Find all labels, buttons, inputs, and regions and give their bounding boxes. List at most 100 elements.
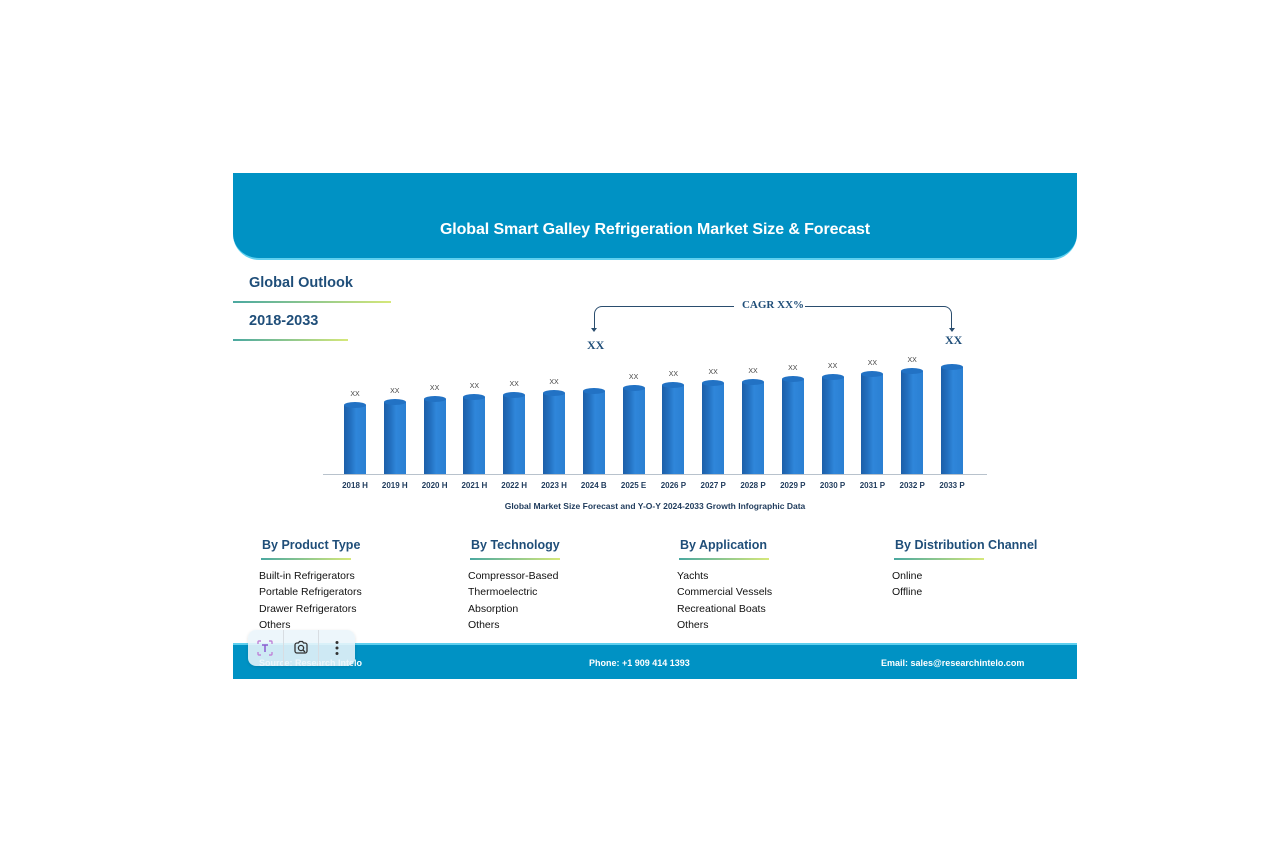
segment-item: Online bbox=[892, 569, 923, 582]
bar-body bbox=[861, 374, 884, 474]
bar: XX bbox=[781, 365, 804, 474]
divider bbox=[470, 558, 560, 560]
segment-technology: By Technology Compressor-Based Thermoele… bbox=[468, 538, 560, 634]
segment-item: Thermoelectric bbox=[468, 586, 538, 598]
bar-body bbox=[702, 383, 725, 474]
divider bbox=[261, 558, 351, 560]
header-banner: Global Smart Galley Refrigeration Market… bbox=[233, 173, 1077, 260]
bar-chart: XX 2018 H XX 2019 H XX 2020 H XX 2021 H XX 2022 H… bbox=[323, 353, 987, 493]
bar-value-label: XX bbox=[549, 379, 559, 386]
arrow-down-icon bbox=[949, 328, 955, 332]
bar: XX bbox=[821, 363, 844, 474]
x-axis-tick-label: 2033 P bbox=[939, 481, 965, 490]
bar-cap bbox=[463, 394, 486, 400]
bar: XX bbox=[463, 383, 486, 474]
page-title: Global Smart Galley Refrigeration Market… bbox=[439, 221, 871, 238]
footer-phone: Phone: +1 909 414 1393 bbox=[589, 658, 690, 668]
segment-product-type: By Product Type Built-in Refrigerators P… bbox=[259, 538, 362, 634]
segment-item: Others bbox=[468, 619, 500, 631]
bar-body bbox=[543, 393, 565, 474]
bar: XX bbox=[861, 360, 884, 474]
divider bbox=[233, 301, 391, 303]
x-axis-tick-label: 2029 P bbox=[780, 481, 806, 490]
bar-cap bbox=[503, 392, 526, 398]
x-axis bbox=[323, 474, 987, 475]
arrow-down-icon bbox=[591, 328, 597, 332]
bar-value-label: XX bbox=[748, 368, 758, 375]
bar-value-label: XX bbox=[390, 388, 400, 395]
segment-title: By Product Type bbox=[262, 538, 361, 552]
segment-distribution-channel: By Distribution Channel Online Offline bbox=[892, 538, 1037, 601]
segment-item: Recreational Boats bbox=[677, 602, 766, 615]
bar-value-label: XX bbox=[350, 391, 360, 398]
x-axis-tick-label: 2020 H bbox=[421, 481, 448, 490]
bar-body bbox=[423, 399, 446, 474]
x-axis-tick-label: 2019 H bbox=[381, 481, 408, 490]
bar-cap bbox=[901, 368, 924, 374]
x-axis-tick-label: 2018 H bbox=[342, 481, 368, 490]
segment-item: Commercial Vessels bbox=[677, 586, 773, 598]
bar-value-label: XX bbox=[708, 369, 718, 376]
bar-cap bbox=[423, 396, 446, 402]
x-axis-tick-label: 2026 P bbox=[660, 481, 687, 490]
segment-item: Yachts bbox=[677, 569, 709, 582]
bar-value-label: XX bbox=[827, 363, 838, 370]
more-vertical-icon bbox=[335, 641, 339, 655]
bar: XX bbox=[901, 357, 924, 474]
bar bbox=[582, 388, 605, 474]
segment-title: By Distribution Channel bbox=[895, 538, 1038, 552]
divider bbox=[233, 339, 348, 341]
bar-body bbox=[781, 379, 804, 474]
bar-cap bbox=[662, 382, 685, 388]
x-axis-tick-label: 2023 H bbox=[541, 481, 567, 490]
bar-cap bbox=[383, 399, 406, 405]
footer-email[interactable]: Email: sales@researchintelo.com bbox=[881, 658, 1025, 668]
segment-item: Built-in Refrigerators bbox=[259, 569, 355, 582]
bar-cap bbox=[344, 402, 366, 408]
bar-cap bbox=[543, 390, 565, 396]
bar-value-label: XX bbox=[469, 383, 480, 390]
more-options-button[interactable] bbox=[319, 630, 355, 666]
bar: XX bbox=[543, 379, 565, 474]
bar-cap bbox=[861, 371, 884, 377]
bar-value-label: XX bbox=[907, 357, 917, 364]
cagr-label: CAGR XX% bbox=[741, 299, 805, 311]
cagr-bracket-right bbox=[805, 306, 952, 330]
text-select-button[interactable] bbox=[248, 630, 284, 666]
bar-cap bbox=[742, 379, 764, 385]
floating-toolbar bbox=[248, 630, 355, 666]
infographic-card: Global Smart Galley Refrigeration Market… bbox=[233, 173, 1077, 679]
x-axis-tick-label: 2030 P bbox=[819, 481, 846, 490]
x-axis-tick-label: 2025 E bbox=[620, 481, 647, 490]
bar-body bbox=[383, 402, 406, 474]
bar-cap bbox=[622, 385, 645, 391]
x-axis-tick-label: 2021 H bbox=[461, 481, 488, 490]
bar: XX bbox=[662, 371, 685, 474]
segment-application: By Application Yachts Commercial Vessels… bbox=[677, 538, 772, 634]
segment-item: Others bbox=[259, 619, 291, 631]
segment-item: Portable Refrigerators bbox=[259, 586, 362, 598]
bar: XX bbox=[383, 388, 406, 474]
bar: XX bbox=[702, 369, 725, 474]
segment-item: Drawer Refrigerators bbox=[259, 602, 357, 615]
bar-cap bbox=[781, 376, 804, 382]
divider bbox=[894, 558, 984, 560]
bar-body bbox=[941, 367, 963, 474]
bar-cap bbox=[582, 388, 605, 394]
bar-value-label: XX bbox=[788, 365, 798, 372]
lens-search-button[interactable] bbox=[284, 630, 320, 666]
cagr-end-value: XX bbox=[945, 333, 963, 347]
outlook-label: Global Outlook bbox=[249, 275, 353, 291]
segment-title: By Application bbox=[680, 538, 768, 552]
text-select-icon bbox=[257, 640, 274, 656]
bar-body bbox=[463, 397, 486, 474]
x-axis-tick-label: 2024 B bbox=[580, 481, 607, 490]
bar-cap bbox=[941, 364, 963, 370]
bar: XX bbox=[503, 381, 526, 474]
segment-title: By Technology bbox=[471, 538, 560, 552]
bar-cap bbox=[821, 374, 844, 380]
bar: XX bbox=[622, 374, 645, 474]
bar-value-label: XX bbox=[509, 381, 519, 388]
chart-caption: Global Market Size Forecast and Y-O-Y 20… bbox=[504, 501, 806, 511]
bar-value-label: XX bbox=[867, 360, 878, 367]
